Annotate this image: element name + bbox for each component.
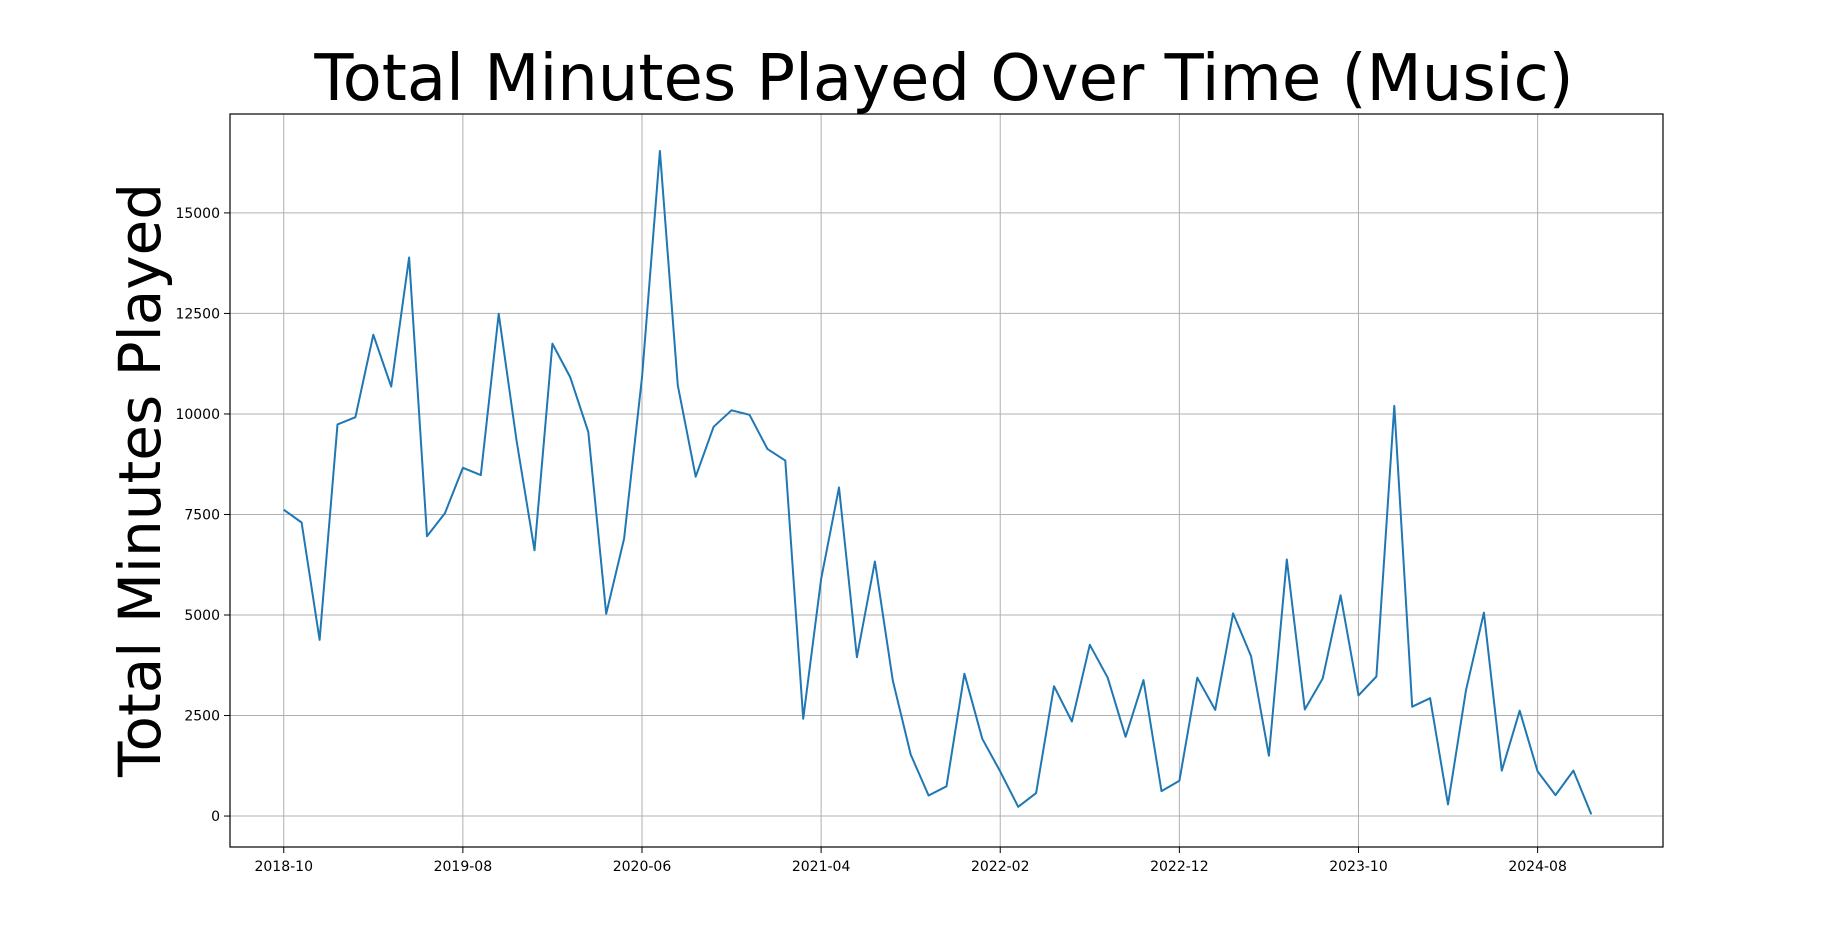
series-layer xyxy=(283,150,1593,815)
x-tick-label: 2022-12 xyxy=(1150,859,1209,875)
x-tick-label: 2021-04 xyxy=(792,859,851,875)
y-tick-label: 7500 xyxy=(184,507,220,523)
x-tick-label: 2019-08 xyxy=(434,859,493,875)
y-tick-label: 15000 xyxy=(175,206,220,222)
x-tick-label: 2018-10 xyxy=(254,859,313,875)
x-tick-label: 2020-06 xyxy=(613,859,672,875)
y-tick-label: 10000 xyxy=(175,407,220,423)
y-tick-label: 12500 xyxy=(175,306,220,322)
chart-title: Total Minutes Played Over Time (Music) xyxy=(313,42,1573,116)
y-tick-label: 2500 xyxy=(184,709,220,725)
y-tick-label: 0 xyxy=(211,809,220,825)
plot-frame xyxy=(229,113,1664,848)
axis-layer: 0 2500 5000 7500 10000 12500 15000 2018-10 2019-… xyxy=(175,206,1566,875)
x-tick-label: 2024-08 xyxy=(1508,859,1567,875)
y-tick-label: 5000 xyxy=(184,608,220,624)
grid-layer xyxy=(230,114,1663,847)
y-axis-label: Total Minutes Played xyxy=(106,183,174,778)
x-tick-label: 2023-10 xyxy=(1329,859,1388,875)
series-line xyxy=(283,150,1593,815)
x-tick-label: 2022-02 xyxy=(971,859,1030,875)
